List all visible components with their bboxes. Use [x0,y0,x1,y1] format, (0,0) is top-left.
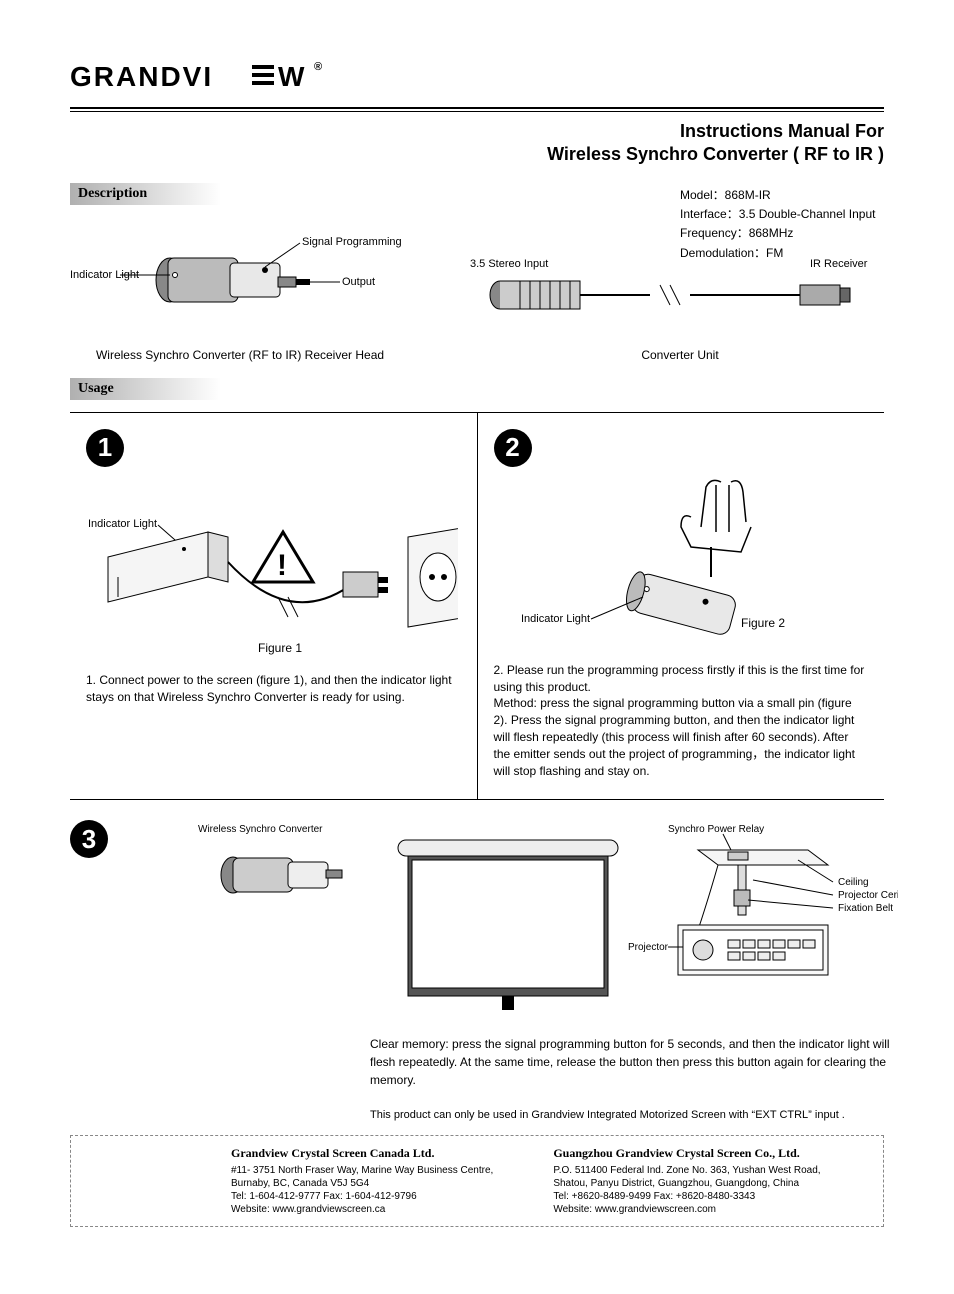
label-stereo-input: 3.5 Stereo Input [470,258,548,270]
label-relay: Synchro Power Relay [668,824,764,835]
ext-ctrl-note: This product can only be used in Grandvi… [370,1109,884,1121]
step-2-text: 2. Please run the programming process fi… [494,662,869,780]
clear-memory-text: Clear memory: press the signal programmi… [370,1035,890,1089]
figure-1-caption: Figure 1 [258,641,302,655]
spec-model: Model：868M-IR [680,186,875,205]
title-line-2: Wireless Synchro Converter ( RF to IR ) [70,143,884,166]
footer-contact: Grandview Crystal Screen Canada Ltd. #11… [70,1135,884,1227]
title-line-1: Instructions Manual For [70,120,884,143]
footer-china-addr2: Shatou, Panyu District, Guangzhou, Guang… [553,1177,820,1190]
label-signal-programming: Signal Programming [302,236,402,248]
step-1-text: 1. Connect power to the screen (figure 1… [86,672,461,706]
spec-demod: Demodulation：FM [680,244,875,263]
footer-china-tel: Tel: +8620-8489-9499 Fax: +8620-8480-334… [553,1190,820,1203]
footer-canada-addr1: #11- 3751 North Fraser Way, Marine Way B… [231,1164,493,1177]
caption-receiver-head: Wireless Synchro Converter (RF to IR) Re… [70,348,410,362]
footer-canada-name: Grandview Crystal Screen Canada Ltd. [231,1146,493,1162]
label-indicator-light: Indicator Light [70,269,139,281]
footer-china-addr1: P.O. 511400 Federal Ind. Zone No. 363, Y… [553,1164,820,1177]
brand-logo: GRANDVI W ® [70,60,884,99]
label-output: Output [342,276,375,288]
label-ceiling: Ceiling [838,877,869,888]
specifications: Model：868M-IR Interface：3.5 Double-Chann… [680,186,875,263]
label-converter: Wireless Synchro Converter [198,824,323,835]
caption-converter-unit: Converter Unit [470,348,890,362]
svg-text:®: ® [314,61,324,73]
figure-1-diagram: Indicator Light [88,477,458,657]
footer-canada-addr2: Burnaby, BC, Canada V5J 5G4 [231,1177,493,1190]
svg-text:!: ! [277,549,287,582]
label-indicator-light-2: Indicator Light [521,613,590,625]
step-number-1: 1 [86,429,124,467]
label-projector: Projector [628,942,669,953]
svg-text:W: W [278,61,306,92]
converter-unit-diagram: 3.5 Stereo Input IR Receiver [470,255,890,335]
section-description: Description [70,183,286,205]
figure-2-diagram: Indicator Light Figure 2 [501,477,861,647]
receiver-head-diagram: Signal Programming Indicator Light Outpu… [70,225,410,335]
label-indicator-light-1: Indicator Light [88,518,157,530]
section-usage: Usage [70,378,286,400]
figure-2-caption: Figure 2 [741,616,785,630]
footer-canada-web: Website: www.grandviewscreen.ca [231,1203,493,1216]
label-belt: Fixation Belt [838,903,893,914]
spec-frequency: Frequency：868MHz [680,224,875,243]
step-3-diagram: Wireless Synchro Converter Synchro Power [138,820,898,1020]
label-mount: Projector Ceriling Mount [838,890,898,901]
footer-canada-tel: Tel: 1-604-412-9777 Fax: 1-604-412-9796 [231,1190,493,1203]
footer-china-web: Website: www.grandviewscreen.com [553,1203,820,1216]
spec-interface: Interface：3.5 Double-Channel Input [680,205,875,224]
footer-china-name: Guangzhou Grandview Crystal Screen Co., … [553,1146,820,1162]
step-number-2: 2 [494,429,532,467]
doc-title: Instructions Manual For Wireless Synchro… [70,120,884,167]
step-number-3: 3 [70,820,108,858]
rule-thin [70,111,884,112]
svg-text:GRANDVI: GRANDVI [70,61,213,92]
rule-thick [70,107,884,109]
